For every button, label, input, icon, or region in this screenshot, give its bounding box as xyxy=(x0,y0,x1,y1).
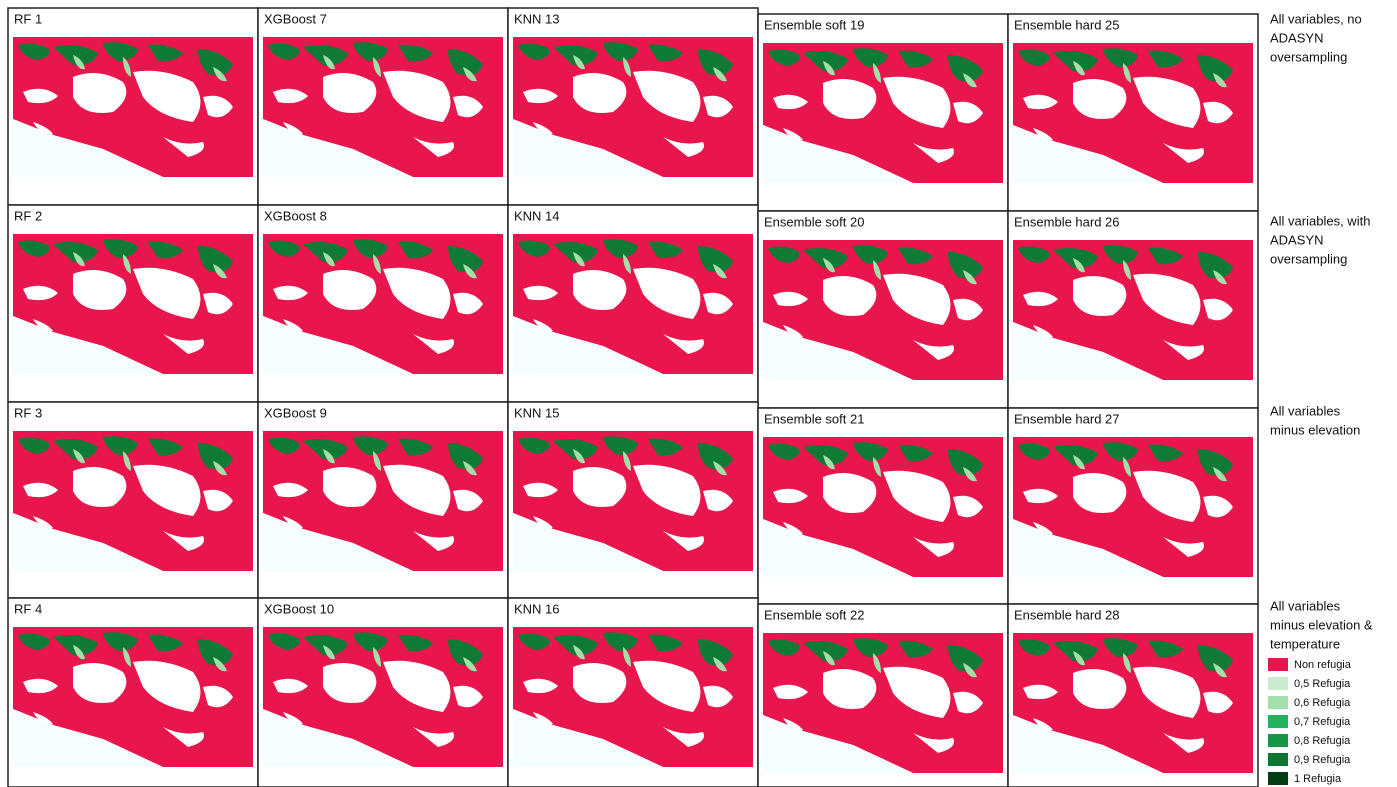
map-image xyxy=(13,431,253,571)
map-image xyxy=(1013,437,1253,577)
legend-label: 0,8 Refugia xyxy=(1294,735,1351,747)
map-image xyxy=(763,240,1003,380)
panel-label: RF 3 xyxy=(14,405,42,420)
map-image xyxy=(513,627,753,767)
row-label: ADASYN xyxy=(1270,30,1323,45)
legend-swatch xyxy=(1268,753,1288,766)
row-label: All variables, with xyxy=(1270,213,1370,228)
panel-label: XGBoost 10 xyxy=(264,601,334,616)
legend-swatch xyxy=(1268,734,1288,747)
legend-swatch xyxy=(1268,772,1288,785)
legend-swatch xyxy=(1268,696,1288,709)
panel-label: KNN 15 xyxy=(514,405,560,420)
legend-label: Non refugia xyxy=(1294,659,1352,671)
panel-label: RF 4 xyxy=(14,601,42,616)
map-image xyxy=(263,431,503,571)
row-label: All variables xyxy=(1270,403,1341,418)
map-image xyxy=(263,37,503,177)
legend-label: 1 Refugia xyxy=(1294,773,1342,785)
row-label: oversampling xyxy=(1270,251,1347,266)
panel-label: Ensemble hard 25 xyxy=(1014,17,1120,32)
panel-label: KNN 16 xyxy=(514,601,560,616)
legend: Non refugia 0,5 Refugia 0,6 Refugia 0,7 Ref… xyxy=(1268,658,1352,785)
row-label: minus elevation & xyxy=(1270,617,1373,632)
legend-swatch xyxy=(1268,658,1288,671)
map-image xyxy=(763,43,1003,183)
legend-label: 0,7 Refugia xyxy=(1294,716,1351,728)
map-image xyxy=(513,234,753,374)
panel-label: RF 1 xyxy=(14,11,42,26)
legend-label: 0,5 Refugia xyxy=(1294,678,1351,690)
map-image xyxy=(263,627,503,767)
panel-label: Ensemble hard 27 xyxy=(1014,411,1120,426)
map-image xyxy=(513,431,753,571)
row-label: ADASYN xyxy=(1270,232,1323,247)
panel-label: KNN 13 xyxy=(514,11,560,26)
figure: RF 1 XGBoost 7 KNN 13 Ensemble soft 19 Ensem… xyxy=(0,0,1397,787)
map-image xyxy=(1013,240,1253,380)
map-image xyxy=(763,437,1003,577)
legend-label: 0,6 Refugia xyxy=(1294,697,1351,709)
map-image xyxy=(513,37,753,177)
map-image xyxy=(13,37,253,177)
row-label: All variables xyxy=(1270,598,1341,613)
panel-label: RF 2 xyxy=(14,208,42,223)
row-label: oversampling xyxy=(1270,49,1347,64)
map-image xyxy=(763,633,1003,773)
panel-label: Ensemble hard 28 xyxy=(1014,607,1120,622)
panel-label: KNN 14 xyxy=(514,208,560,223)
panel-label: XGBoost 7 xyxy=(264,11,327,26)
row-label: All variables, no xyxy=(1270,11,1362,26)
map-image xyxy=(263,234,503,374)
panel-label: Ensemble hard 26 xyxy=(1014,214,1120,229)
panel-label: Ensemble soft 22 xyxy=(764,607,864,622)
panel-label: Ensemble soft 19 xyxy=(764,17,864,32)
row-label: minus elevation xyxy=(1270,422,1360,437)
legend-label: 0,9 Refugia xyxy=(1294,754,1351,766)
map-image xyxy=(13,627,253,767)
panel-label: XGBoost 8 xyxy=(264,208,327,223)
panel-grid: RF 1 XGBoost 7 KNN 13 Ensemble soft 19 Ensem… xyxy=(8,8,1258,787)
map-image xyxy=(13,234,253,374)
row-labels: All variables, no ADASYN oversampling All v… xyxy=(1270,11,1373,651)
legend-swatch xyxy=(1268,715,1288,728)
map-image xyxy=(1013,633,1253,773)
panel-label: XGBoost 9 xyxy=(264,405,327,420)
legend-swatch xyxy=(1268,677,1288,690)
panel-label: Ensemble soft 20 xyxy=(764,214,864,229)
row-label: temperature xyxy=(1270,636,1340,651)
panel-label: Ensemble soft 21 xyxy=(764,411,864,426)
map-image xyxy=(1013,43,1253,183)
